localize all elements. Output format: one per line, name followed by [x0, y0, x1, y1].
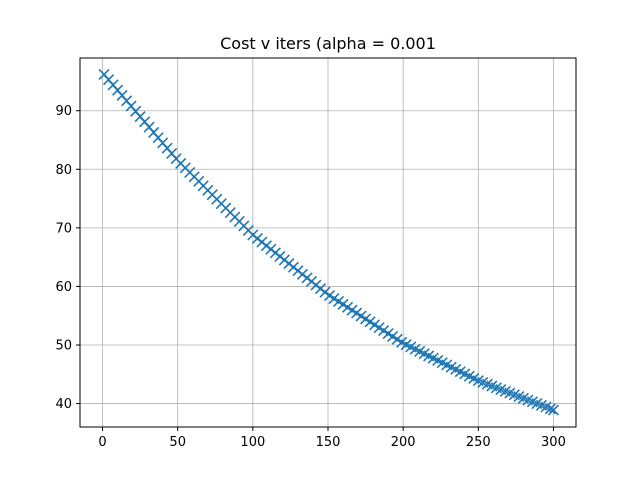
x-tick-label: 100	[240, 435, 265, 450]
x-tick-label: 300	[541, 435, 566, 450]
chart-title: Cost v iters (alpha = 0.001	[220, 34, 436, 53]
y-tick-label: 90	[55, 104, 72, 119]
x-tick-label: 200	[391, 435, 416, 450]
data-point-marker	[547, 404, 560, 416]
y-tick-label: 40	[55, 397, 72, 412]
x-tick-label: 250	[466, 435, 491, 450]
y-tick-label: 80	[55, 163, 72, 178]
series-cost	[98, 68, 560, 416]
y-tick-label: 70	[55, 221, 72, 236]
y-axis-ticks: 40 50 60 70 80 90	[55, 104, 80, 412]
y-tick-label: 50	[55, 339, 72, 354]
data-point-marker	[319, 286, 331, 298]
x-axis-ticks: 0 50 100 150 200 250 300	[98, 427, 566, 450]
data-point-marker	[544, 403, 557, 415]
x-tick-label: 150	[316, 435, 341, 450]
x-tick-label: 50	[169, 435, 186, 450]
y-tick-label: 60	[55, 280, 72, 295]
x-tick-label: 0	[98, 435, 106, 450]
